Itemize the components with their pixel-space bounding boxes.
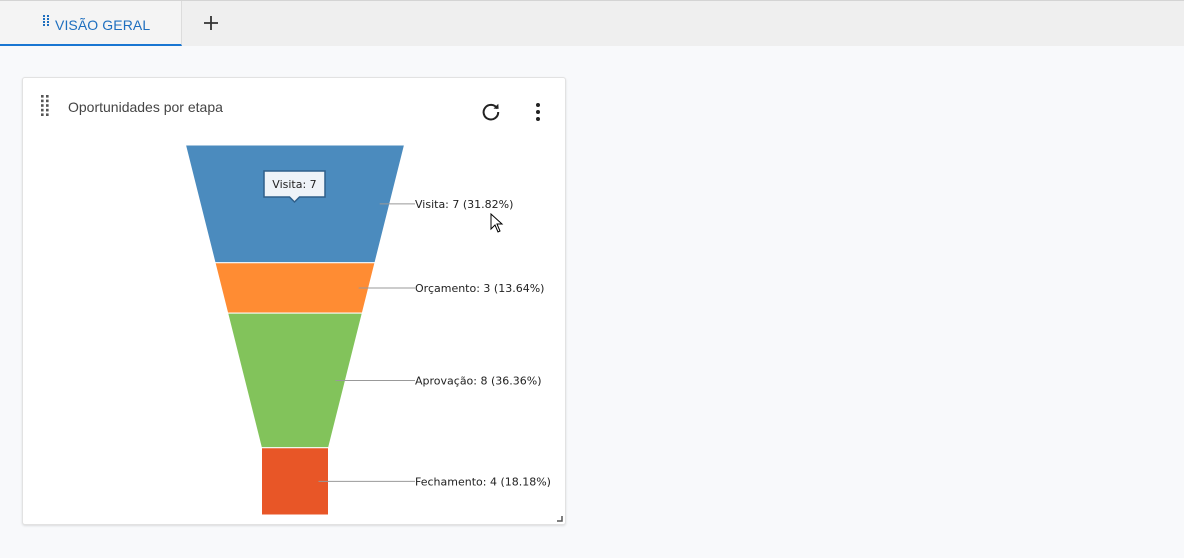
drag-handle-icon[interactable] — [41, 95, 51, 117]
funnel-label-4: Fechamento: 4 (18.18%) — [415, 475, 551, 488]
funnel-widget: Oportunidades por etapa Visita: 7 (31.82… — [22, 77, 566, 525]
tab-label: VISÃO GERAL — [55, 17, 151, 33]
funnel-segment-2[interactable] — [214, 262, 376, 314]
refresh-icon[interactable] — [480, 101, 502, 123]
drag-handle-icon[interactable] — [43, 15, 51, 27]
funnel-segment-4[interactable] — [260, 447, 330, 516]
chart-tooltip: Visita: 7 — [263, 170, 326, 204]
tab-bar: VISÃO GERAL — [0, 0, 1184, 46]
funnel-label-1: Visita: 7 (31.82%) — [415, 198, 513, 211]
widget-title: Oportunidades por etapa — [68, 99, 223, 115]
funnel-label-3: Aprovação: 8 (36.36%) — [415, 374, 542, 387]
tab-visao-geral[interactable]: VISÃO GERAL — [0, 1, 182, 46]
more-vertical-icon[interactable] — [530, 101, 546, 123]
funnel-label-2: Orçamento: 3 (13.64%) — [415, 282, 544, 295]
tooltip-text: Visita: 7 — [272, 178, 316, 191]
plus-icon — [204, 16, 218, 30]
funnel-segment-1[interactable] — [184, 144, 406, 264]
resize-handle-icon[interactable] — [557, 516, 563, 522]
funnel-chart: Visita: 7 (31.82%) Orçamento: 3 (13.64%) A… — [184, 144, 551, 516]
add-tab-button[interactable] — [198, 10, 224, 36]
mouse-cursor-icon — [490, 213, 504, 233]
